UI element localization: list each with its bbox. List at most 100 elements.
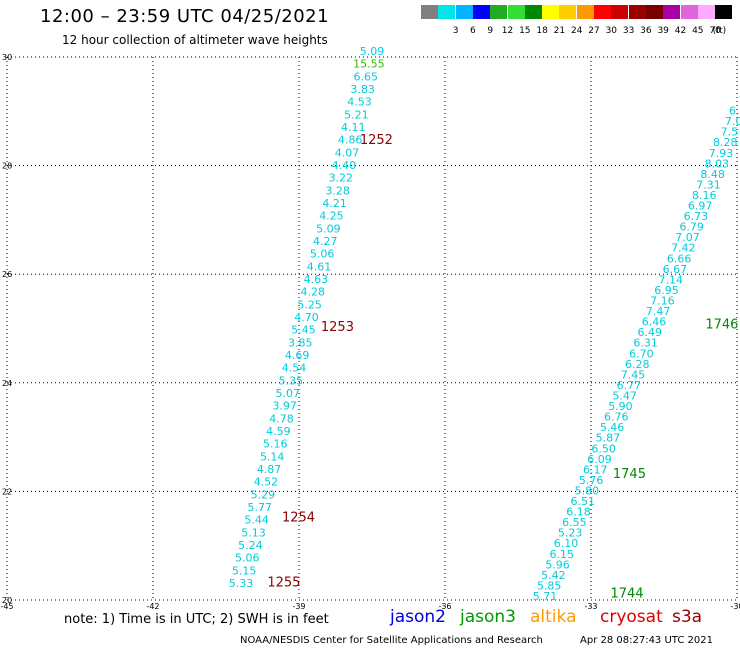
legend-swatch bbox=[611, 5, 629, 19]
swh-value-east: 6.10 bbox=[554, 537, 579, 550]
satellite-name-cryosat: cryosat bbox=[600, 607, 663, 627]
legend-label: 70 bbox=[709, 26, 721, 36]
swh-value-east: 5.96 bbox=[545, 558, 570, 571]
swh-value-west: 5.44 bbox=[244, 514, 269, 527]
track-time-label: 1744 bbox=[610, 586, 643, 601]
lon-tick-label: -30 bbox=[730, 602, 740, 611]
page-title: 12:00 – 23:59 UTC 04/25/2021 bbox=[40, 6, 330, 27]
swh-value-west: 4.61 bbox=[307, 260, 332, 273]
legend-label: 6 bbox=[470, 26, 476, 36]
swh-value-east: 6.31 bbox=[633, 337, 658, 350]
legend-swatch bbox=[524, 5, 542, 19]
legend-swatch bbox=[697, 5, 715, 19]
swh-value-west: 5.33 bbox=[229, 577, 254, 590]
swh-value-east: 7.42 bbox=[671, 242, 696, 255]
swh-value-east: 7.0 bbox=[725, 115, 740, 128]
swh-value-west: 4.86 bbox=[338, 134, 363, 147]
legend-label: 27 bbox=[588, 26, 600, 36]
swh-value-east: 5.90 bbox=[608, 400, 633, 413]
swh-value-west: 3.97 bbox=[272, 400, 297, 413]
swh-value-east: 6.73 bbox=[684, 210, 709, 223]
swh-value-west: 6.65 bbox=[354, 70, 379, 83]
swh-value-east: 7.93 bbox=[709, 147, 734, 160]
swh-value-east: 7.5 bbox=[721, 126, 739, 139]
legend-swatch bbox=[594, 5, 611, 19]
swh-value-east: 5.47 bbox=[612, 389, 637, 402]
swh-value-east: 6.09 bbox=[587, 453, 612, 466]
swh-value-east: 7.07 bbox=[675, 231, 700, 244]
swh-value-west: 4.69 bbox=[285, 349, 310, 362]
legend-swatch bbox=[507, 5, 525, 19]
swh-value-west: 4.27 bbox=[313, 235, 338, 248]
swh-value-east: 6.79 bbox=[679, 221, 704, 234]
legend-label: 15 bbox=[519, 26, 531, 36]
lat-tick-label: 30 bbox=[2, 53, 12, 62]
swh-value-east: 8.28 bbox=[713, 136, 738, 149]
track-time-label: 1252 bbox=[360, 133, 393, 148]
swh-value-east: 5.76 bbox=[579, 474, 604, 487]
swh-value-west: 4.63 bbox=[304, 273, 329, 286]
legend-label: 42 bbox=[674, 26, 687, 36]
swh-value-east: 6.95 bbox=[654, 284, 679, 297]
swh-value-west: 5.25 bbox=[297, 298, 322, 311]
swh-value-west: 5.06 bbox=[310, 248, 335, 261]
swh-value-east: 5.80 bbox=[575, 484, 600, 497]
lon-tick-label: -36 bbox=[438, 602, 451, 611]
track-time-label: 1254 bbox=[282, 510, 315, 525]
legend-swatch bbox=[455, 5, 473, 19]
swh-value-west: 5.77 bbox=[247, 501, 272, 514]
legend-swatch bbox=[421, 5, 438, 19]
swh-value-west: 5.35 bbox=[279, 374, 304, 387]
swh-value-west: 5.09 bbox=[316, 222, 341, 235]
swh-value-west: 4.25 bbox=[319, 210, 344, 223]
swh-value-east: 5.46 bbox=[600, 421, 625, 434]
swh-value-west: 4.54 bbox=[282, 362, 307, 375]
swh-value-west: 4.52 bbox=[254, 476, 279, 489]
legend-swatch bbox=[438, 5, 456, 19]
legend-label: 36 bbox=[640, 26, 652, 36]
swh-value-east: 6.67 bbox=[663, 263, 688, 276]
swh-value-west: 4.40 bbox=[332, 159, 357, 172]
swh-value-east: 6.15 bbox=[550, 548, 575, 561]
legend-swatch bbox=[542, 5, 560, 19]
satellite-name-jason3: jason3 bbox=[460, 607, 516, 627]
legend-swatch bbox=[576, 5, 594, 19]
lon-tick-label: -45 bbox=[0, 602, 13, 611]
swh-value-west: 4.07 bbox=[335, 146, 360, 159]
track-time-label: 1255 bbox=[267, 575, 300, 590]
swh-value-east: 6.28 bbox=[625, 358, 650, 371]
legend-unit: (ft) bbox=[712, 26, 727, 36]
swh-value-east: 6.70 bbox=[629, 347, 654, 360]
lat-tick-label: 22 bbox=[2, 487, 12, 496]
swh-value-west: 5.09 bbox=[360, 45, 385, 58]
swh-value-east: 6.18 bbox=[566, 506, 591, 519]
satellite-name-s3a: s3a bbox=[672, 607, 703, 627]
swh-value-west: 5.15 bbox=[232, 564, 257, 577]
swh-value-west: 5.16 bbox=[263, 438, 288, 451]
swh-value-east: 7.45 bbox=[621, 368, 646, 381]
footnote: note: 1) Time is in UTC; 2) SWH is in fe… bbox=[64, 612, 329, 627]
legend-label: 33 bbox=[622, 26, 635, 36]
swh-value-west: 4.11 bbox=[341, 121, 366, 134]
lat-tick-label: 28 bbox=[2, 162, 12, 171]
swh-value-west: 3.83 bbox=[350, 83, 375, 96]
swh-value-east: 5.23 bbox=[558, 527, 583, 540]
swh-value-east: 6.49 bbox=[638, 326, 663, 339]
legend-label: 39 bbox=[657, 26, 669, 36]
track-time-label: 1746 bbox=[705, 318, 738, 333]
legend-label: 21 bbox=[553, 26, 566, 36]
swh-value-west: 3.28 bbox=[325, 184, 350, 197]
swh-value-east: 5.87 bbox=[596, 432, 621, 445]
swh-value-east: 7.47 bbox=[646, 305, 671, 318]
swh-value-west: 5.13 bbox=[241, 526, 266, 539]
credit-text: NOAA/NESDIS Center for Satellite Applica… bbox=[240, 635, 543, 646]
swh-value-east: 7.14 bbox=[658, 273, 683, 286]
swh-value-east: 7.16 bbox=[650, 295, 675, 308]
legend-label: 3 bbox=[452, 26, 459, 36]
satellite-name-jason2: jason2 bbox=[390, 607, 446, 627]
swh-value-east: 6.46 bbox=[642, 316, 667, 329]
satellite-name-altika: altika bbox=[530, 607, 577, 627]
legend-label: 45 bbox=[692, 26, 704, 36]
swh-value-west: 5.06 bbox=[235, 552, 260, 565]
swh-value-west: 4.28 bbox=[300, 286, 325, 299]
